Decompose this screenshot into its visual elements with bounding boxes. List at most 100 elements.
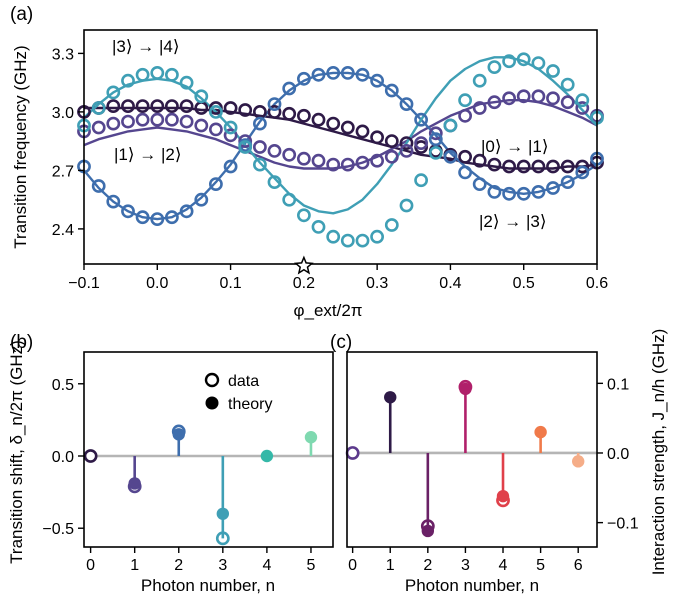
chart-c-x-ticks: 0 1 2 3 4 5 6	[348, 547, 583, 574]
chart-b-ytick-label: 0.0	[52, 449, 74, 466]
chart-c-xtick-label: 2	[423, 557, 432, 574]
chart-a-data-point-s34	[575, 93, 590, 108]
chart-a-data-point-s23	[223, 159, 238, 174]
chart-a-data-point-s23	[106, 194, 121, 209]
chart-a-data-point-s34	[311, 219, 326, 234]
chart-a-data-point-s01	[502, 159, 516, 174]
chart-a-data-point-s34	[370, 229, 384, 244]
chart-a-data-point-s01	[150, 99, 165, 113]
chart-a-data-point-s23	[516, 186, 531, 201]
chart-a-xlabel: φ_ext/2π	[293, 301, 362, 320]
chart-c-xtick-label: 1	[386, 557, 395, 574]
chart-a-data-point-s34	[106, 85, 121, 100]
chart-a-data-point-s12	[414, 136, 428, 150]
chart-a-data-point-s01	[370, 130, 384, 145]
chart-a-data-point-s12	[194, 118, 209, 133]
chart-a-data-point-s23	[575, 165, 590, 180]
chart-a-ytick-label: 2.4	[52, 222, 74, 239]
chart-a-data-point-s34	[223, 120, 238, 135]
chart-a-data-point-s34	[238, 140, 253, 154]
chart-a-data-point-s01	[267, 105, 282, 119]
chart-c-theory-point-5	[534, 425, 547, 439]
chart-a-data-point-s34	[135, 67, 150, 82]
chart-a-data-point-s23	[502, 186, 516, 201]
chart-a-xtick-label: 0.3	[366, 275, 388, 292]
chart-a-data-point-s23	[370, 73, 384, 88]
chart-a-data-point-s34	[121, 73, 135, 88]
chart-a-data-point-s23	[179, 204, 194, 219]
chart-a-y-ticks: 2.4 2.7 3.0 3.3	[52, 46, 84, 239]
chart-a-data-point-s34	[252, 157, 267, 172]
chart-a-data-point-s23	[355, 67, 370, 82]
chart-b-stems	[83, 424, 318, 546]
chart-a-data-point-s01	[296, 108, 311, 123]
chart-c-xtick-label: 6	[574, 557, 583, 574]
chart-b-ylabel: Transition shift, δ_n/2π (GHz)	[7, 340, 26, 564]
chart-c-data-point-0	[345, 446, 360, 460]
chart-a-label-s12: |1⟩ → |2⟩	[114, 145, 181, 164]
chart-a-xtick-label: 0.1	[219, 275, 241, 292]
chart-a-data-point-s23	[472, 177, 487, 191]
chart-a-data-point-s34	[91, 101, 106, 115]
chart-c-xlabel: Photon number, n	[405, 576, 539, 595]
chart-a-data-point-s01	[106, 99, 121, 113]
chart-a-data-point-s23	[458, 165, 472, 180]
chart-a-data-point-s01	[516, 159, 531, 174]
chart-a-data-point-s12	[164, 112, 179, 127]
chart-a-label-s23: |2⟩ → |3⟩	[479, 212, 546, 231]
legend-theory-label: theory	[228, 396, 272, 413]
chart-a-data-point-s23	[546, 181, 560, 195]
chart-a-data-point-s01	[340, 120, 355, 135]
chart-a-data-point-s23	[252, 116, 267, 131]
chart-c-ytick-label: 0.1	[607, 376, 629, 393]
chart-a-data-point-s12	[150, 112, 165, 127]
chart-a-data-point-s12	[135, 112, 150, 127]
chart-a-ylabel: Transition frequency (GHz)	[11, 45, 30, 248]
chart-c-data-point-4	[496, 493, 510, 508]
chart-a-data-point-s12	[458, 108, 472, 123]
chart-a-ytick-label: 3.0	[52, 105, 74, 122]
chart-a-data-point-s12	[472, 101, 487, 115]
chart-a-theory-s01	[84, 106, 598, 170]
chart-c-theory-point-4	[496, 489, 510, 503]
chart-a-data-point-s23	[164, 210, 179, 225]
chart-a-data-point-s01	[164, 99, 179, 113]
chart-a-data-point-s12	[179, 114, 194, 129]
chart-b: 0 1 2 3 4 5 −0.5 0.0 0.5 Photon number, n Trans…	[7, 340, 334, 595]
chart-c-ytick-label: −0.1	[607, 516, 639, 533]
chart-a-data-point-s23	[296, 71, 311, 86]
chart-a-data-point-s23	[208, 177, 223, 191]
chart-a-data-point-s12	[546, 91, 560, 106]
chart-b-xtick-label: 2	[174, 557, 183, 574]
chart-a-data-point-s12	[516, 89, 531, 104]
chart-a-data-point-s34	[399, 198, 414, 213]
chart-a-data-point-s34	[428, 145, 443, 160]
chart-a-xtick-label: 0.0	[146, 275, 168, 292]
chart-a-data-point-s34	[150, 66, 165, 80]
chart-a-data-point-s01	[546, 159, 560, 174]
chart-a-data-point-s34	[443, 118, 458, 133]
chart-a-data-point-s23	[531, 184, 546, 199]
chart-a-theory-s23	[83, 71, 598, 221]
chart-a-data-point-s01	[384, 134, 399, 148]
chart-a-data-point-s23	[326, 66, 341, 80]
chart-b-data-point-1	[127, 479, 142, 494]
chart-b-frame	[83, 351, 334, 548]
chart-a-data-point-s12	[296, 151, 311, 166]
chart-a-data-point-s23	[150, 212, 165, 226]
chart-a-data-point-s34	[267, 175, 282, 189]
chart-a-ytick-label: 3.3	[52, 46, 74, 63]
chart-c-xtick-label: 0	[348, 557, 357, 574]
chart-a-data-point-s34	[384, 218, 399, 232]
chart-a-data-point-s12	[487, 95, 502, 110]
chart-c-xtick-label: 4	[499, 557, 508, 574]
chart-a-data-point-s01	[487, 157, 502, 172]
chart-a-data-point-s23	[384, 83, 399, 98]
chart-b-xtick-label: 4	[262, 557, 271, 574]
chart-a-data-point-s01	[472, 153, 487, 168]
chart-a-data-point-s23	[267, 97, 282, 111]
chart-a-data-point-s12	[428, 126, 443, 141]
chart-a-data-point-s12	[106, 116, 121, 131]
chart-a-data-point-s12	[223, 128, 238, 143]
chart-a-data-point-s34	[487, 60, 502, 74]
